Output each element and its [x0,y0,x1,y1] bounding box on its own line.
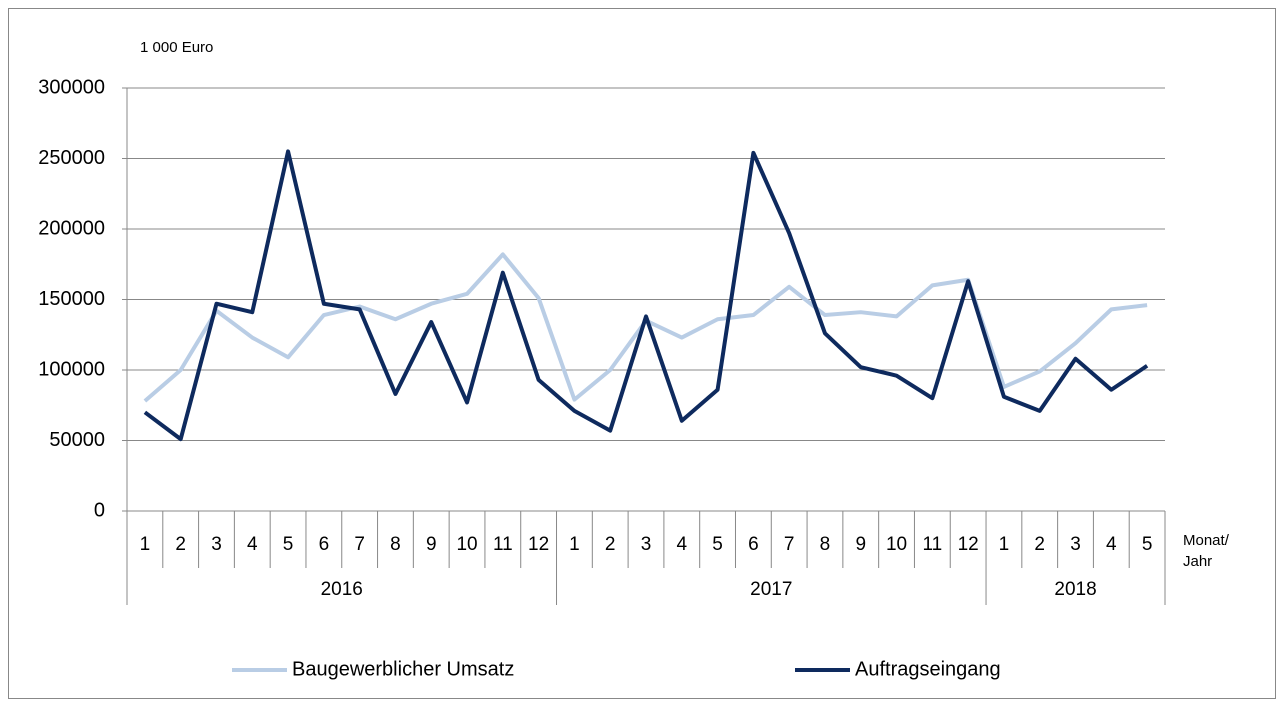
x-tick-label: 8 [390,534,401,555]
x-group-label: 2017 [750,579,792,600]
legend-label: Auftragseingang [855,658,1001,680]
y-axis-label: 1 000 Euro [140,39,213,56]
x-tick-label: 10 [886,534,907,555]
x-tick-label: 6 [319,534,330,555]
x-axis-label: Jahr [1183,553,1212,570]
x-tick-label: 7 [354,534,365,555]
x-tick-label: 11 [493,534,513,555]
x-tick-label: 1 [569,534,580,555]
y-tick-label: 50000 [49,429,105,451]
y-tick-label: 150000 [38,288,105,310]
x-tick-label: 11 [922,534,942,555]
x-tick-label: 4 [677,534,688,555]
x-tick-label: 3 [211,534,222,555]
x-tick-label: 6 [748,534,759,555]
x-tick-label: 12 [958,534,979,555]
y-tick-label: 300000 [38,76,105,98]
x-group-label: 2016 [321,579,363,600]
x-tick-label: 4 [1106,534,1117,555]
x-tick-label: 10 [456,534,477,555]
x-tick-label: 12 [528,534,549,555]
x-tick-label: 9 [426,534,437,555]
x-tick-label: 7 [784,534,795,555]
x-axis-label: Monat/ [1183,532,1230,549]
x-tick-label: 8 [820,534,831,555]
x-tick-label: 1 [999,534,1010,555]
x-tick-label: 3 [1070,534,1081,555]
x-tick-label: 9 [855,534,866,555]
series-line [143,149,1149,442]
x-tick-label: 2 [1034,534,1045,555]
x-tick-label: 5 [283,534,294,555]
x-tick-label: 2 [605,534,616,555]
x-tick-label: 4 [247,534,258,555]
y-tick-label: 0 [94,499,105,521]
x-tick-label: 5 [1142,534,1153,555]
x-tick-label: 5 [712,534,723,555]
y-tick-label: 100000 [38,358,105,380]
x-tick-label: 2 [175,534,186,555]
y-tick-label: 250000 [38,147,105,169]
y-tick-label: 200000 [38,217,105,239]
x-group-label: 2018 [1054,579,1096,600]
legend-label: Baugewerblicher Umsatz [292,658,514,680]
x-tick-label: 3 [641,534,652,555]
x-tick-label: 1 [140,534,151,555]
